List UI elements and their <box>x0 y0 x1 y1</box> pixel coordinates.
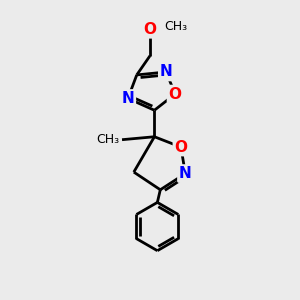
Text: N: N <box>179 166 192 181</box>
Text: O: O <box>169 87 182 102</box>
Text: O: O <box>174 140 188 154</box>
Text: O: O <box>143 22 157 37</box>
Text: CH₃: CH₃ <box>97 133 120 146</box>
Text: N: N <box>160 64 172 80</box>
Text: N: N <box>122 91 134 106</box>
Text: CH₃: CH₃ <box>165 20 188 33</box>
